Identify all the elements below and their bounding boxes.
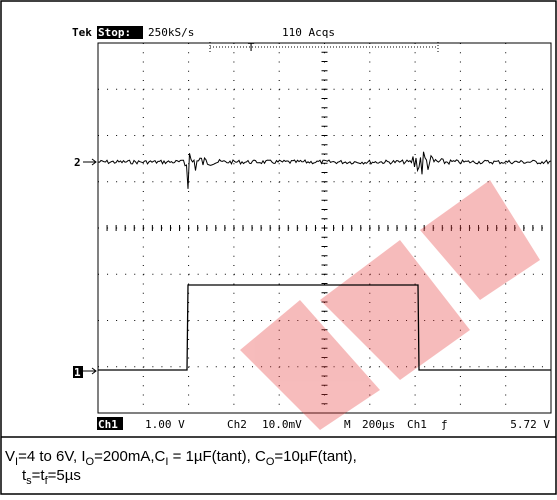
trigger-source: Ch1 [407,418,427,431]
ch1-trace [98,284,551,371]
state: Stop: [98,26,131,39]
acquisitions: 110 Acqs [282,26,335,39]
ch1-marker: 1 [74,366,81,379]
trigger-window [209,42,439,52]
caption-text: =5µs [48,467,81,484]
brand: Tek [72,26,92,39]
state-box [97,26,143,39]
footer-ch2: Ch2 [227,418,247,431]
caption-text: =200mA,C [94,448,165,465]
trigger-marker: T [248,41,255,54]
subscript: I [15,456,18,468]
subscript: I [165,456,168,468]
caption-text: =4 to 6V, I [18,448,85,465]
graticule-border [97,42,552,414]
subscript: f [45,475,49,487]
caption-line: ts=tf=5µs [22,467,81,487]
trigger-level: 5.72 V [510,418,550,431]
caption-text: V [5,448,15,465]
caption-text: t [22,467,27,484]
ch1-scale: 1.00 V [145,418,185,431]
timebase-label: M [344,418,351,431]
ch2-trace [97,151,552,189]
ch1-marker-box [73,366,83,378]
caption-line: VI=4 to 6V, IO=200mA,CI = 1µF(tant), CO=… [5,448,357,468]
graticule [97,42,552,414]
ch2-marker: 2 [74,156,81,169]
subscript: s [26,475,32,487]
ch2-scale: 10.0mV [262,418,302,431]
trigger-slope: ƒ [441,418,448,431]
subscript: O [86,456,95,468]
subscript: O [266,456,275,468]
timebase: 200µs [362,418,395,431]
watermark [240,180,540,430]
ch2-arrow [83,158,97,166]
ch1-box [97,417,123,430]
sample-rate: 250kS/s [148,26,194,39]
caption-text: =t [32,467,46,484]
footer-ch1: Ch1 [98,418,118,431]
caption-text: =10µF(tant), [274,448,356,465]
ch1-arrow [83,367,97,375]
caption-text: = 1µF(tant), C [168,448,266,465]
